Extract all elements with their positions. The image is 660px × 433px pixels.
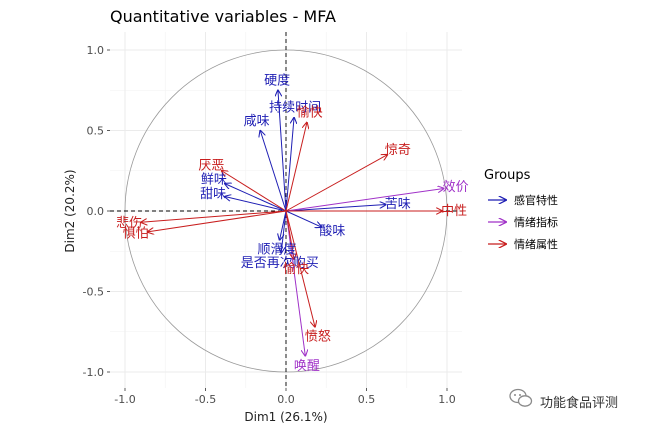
variable-label: 惧怕 — [123, 225, 149, 241]
x-tick-label: -1.0 — [114, 393, 135, 406]
variable-arrows — [141, 90, 444, 356]
variable-arrow — [225, 184, 287, 212]
variable-arrow — [281, 210, 287, 253]
variable-label: 硬度 — [264, 72, 290, 88]
variable-label: 甜味 — [200, 186, 226, 202]
wechat-icon — [509, 388, 533, 407]
variable-arrow — [225, 197, 287, 212]
variable-label: 顺滑度 — [257, 242, 296, 258]
variable-label: 效价 — [443, 180, 469, 195]
variable-label: 惊奇 — [385, 142, 411, 158]
variable-label: 苦味 — [385, 196, 411, 212]
variable-label: 持续时间 — [269, 101, 321, 116]
variable-label: 鲜味 — [201, 173, 227, 188]
variable-label: 愤怒 — [305, 330, 331, 345]
variable-arrow — [141, 210, 287, 222]
legend-item: 情绪属性 — [488, 237, 558, 251]
y-tick-label: 0.5 — [87, 125, 105, 138]
y-tick-label: -0.5 — [83, 286, 104, 299]
x-tick-label: 0.5 — [358, 393, 376, 406]
variable-arrow — [148, 210, 287, 232]
y-tick-label: -1.0 — [83, 366, 104, 379]
variable-arrow — [285, 210, 321, 227]
legend-label: 情绪指标 — [514, 215, 558, 229]
variable-arrow — [280, 210, 287, 240]
variable-label: 中性 — [441, 204, 467, 219]
variable-arrow — [285, 155, 387, 212]
variable-arrow — [260, 131, 287, 212]
variable-label: 厌恶 — [198, 158, 224, 173]
variable-arrow — [222, 171, 287, 212]
legend-title: Groups — [484, 168, 531, 183]
variable-arrow — [285, 210, 294, 259]
y-tick-label: 0.0 — [87, 205, 105, 218]
variable-label: 愉快 — [283, 261, 309, 277]
variable-label: 悲伤 — [116, 215, 142, 231]
variable-arrow — [285, 122, 307, 212]
variable-labels: 硬度持续时间咸味鲜味甜味顺滑度酸味苦味是否再次购买效价唤醒愉快厌恶惊奇中性悲伤惧… — [116, 72, 469, 374]
variable-arrow — [285, 118, 294, 212]
chart-title: Quantitative variables - MFA — [110, 7, 336, 26]
legend-label: 感官特性 — [514, 193, 558, 207]
axis-ticks: -1.0 -0.5 0.0 0.5 1.0 -1.0 -0.5 0.0 0.5 1.0 — [83, 44, 456, 406]
legend-item: 情绪指标 — [488, 215, 558, 229]
variable-label: 愉快 — [297, 105, 323, 121]
y-axis-title: Dim2 (20.2%) — [63, 169, 77, 252]
legend-label: 情绪属性 — [514, 237, 558, 251]
variable-label: 是否再次购买 — [241, 255, 319, 271]
x-tick-label: 0.0 — [277, 393, 295, 406]
x-tick-label: 1.0 — [438, 393, 456, 406]
variable-arrow — [285, 210, 305, 356]
legend-item: 感官特性 — [488, 193, 558, 207]
x-tick-label: -0.5 — [195, 393, 216, 406]
y-tick-label: 1.0 — [87, 44, 105, 57]
watermark-text: 功能食品评测 — [540, 395, 618, 411]
watermark: 功能食品评测 — [509, 388, 618, 411]
variable-label: 酸味 — [319, 224, 345, 239]
variable-label: 唤醒 — [294, 359, 320, 374]
variable-arrow — [285, 210, 315, 327]
variable-arrow — [278, 90, 287, 212]
variable-arrow — [285, 188, 444, 212]
x-axis-title: Dim1 (26.1%) — [244, 410, 327, 424]
variable-label: 咸味 — [244, 114, 270, 129]
variable-arrow — [285, 205, 386, 212]
